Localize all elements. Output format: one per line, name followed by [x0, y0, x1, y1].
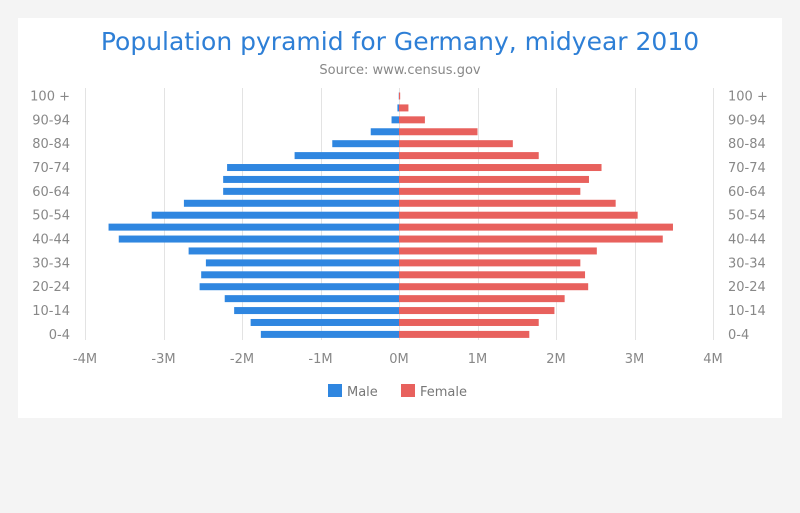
bar-male-0-4: [260, 330, 399, 338]
bar-male-80-84: [332, 140, 399, 148]
y-axis-labels-right: 100 + 90-94 80-84 70-74 60-64 50-54 40-44 30-34…: [728, 90, 768, 343]
bar-female-40-44: [399, 235, 663, 243]
bar-female-10-14: [399, 307, 555, 315]
bar-male-15-19: [224, 295, 399, 303]
bar-female-0-4: [399, 330, 530, 338]
y-label-left-60-64: 60-64: [32, 185, 70, 200]
legend: Male Female: [328, 384, 467, 400]
bar-female-90-94: [399, 116, 425, 124]
y-label-left-40-44: 40-44: [32, 233, 70, 248]
bar-female-75-79: [399, 152, 539, 160]
bar-female-70-74: [399, 164, 602, 172]
y-label-right-10-14: 10-14: [728, 304, 766, 319]
bar-female-20-24: [399, 283, 589, 291]
y-label-right-20-24: 20-24: [728, 280, 766, 295]
x-tick-label-3m: 3M: [625, 352, 645, 367]
bar-male-20-24: [199, 283, 399, 291]
bar-female-45-49: [399, 223, 673, 231]
bar-male-55-59: [183, 199, 399, 207]
bar-female-100: [399, 92, 401, 100]
bar-female-25-29: [399, 271, 586, 279]
y-label-right-40-44: 40-44: [728, 233, 766, 248]
y-label-right-70-74: 70-74: [728, 161, 766, 176]
x-tick-label-1m: 1M: [468, 352, 488, 367]
y-label-left-70-74: 70-74: [32, 161, 70, 176]
bar-female-60-64: [399, 187, 581, 195]
bar-male-65-69: [223, 175, 399, 183]
y-label-left-10-14: 10-14: [32, 304, 70, 319]
bar-male-90-94: [391, 116, 399, 124]
bar-male-45-49: [108, 223, 400, 231]
chart-subtitle: Source: www.census.gov: [319, 63, 481, 78]
bars: [108, 92, 673, 338]
x-tick-label-4m: 4M: [703, 352, 723, 367]
bar-female-35-39: [399, 247, 597, 255]
y-label-right-90-94: 90-94: [728, 113, 766, 128]
x-tick-label-3m: -3M: [151, 352, 175, 367]
bar-female-30-34: [399, 259, 581, 267]
bar-male-85-89: [370, 128, 399, 136]
bar-male-5-9: [250, 318, 399, 326]
y-label-left-90-94: 90-94: [32, 113, 70, 128]
x-axis-labels: -4M -3M -2M -1M 0M 1M 2M 3M 4M: [73, 352, 723, 367]
bar-male-30-34: [205, 259, 399, 267]
bar-male-25-29: [201, 271, 399, 279]
bar-female-85-89: [399, 128, 478, 136]
chart-card: Population pyramid for Germany, midyear …: [18, 18, 782, 418]
x-tick-label-2m: 2M: [546, 352, 566, 367]
legend-label-female: Female: [420, 385, 467, 400]
bar-female-5-9: [399, 318, 539, 326]
y-label-left-20-24: 20-24: [32, 280, 70, 295]
x-tick-label-2m: -2M: [230, 352, 254, 367]
population-pyramid-chart: Population pyramid for Germany, midyear …: [30, 27, 768, 400]
y-axis-labels-left: 100 + 90-94 80-84 70-74 60-64 50-54 40-44 30-34…: [30, 90, 70, 343]
bar-male-35-39: [188, 247, 399, 255]
y-label-left-100: 100 +: [30, 90, 70, 105]
x-tick-label-1m: -1M: [308, 352, 332, 367]
bar-female-55-59: [399, 199, 616, 207]
bar-male-95-99: [397, 104, 399, 112]
bar-male-40-44: [118, 235, 399, 243]
bar-male-10-14: [234, 307, 399, 315]
y-label-left-30-34: 30-34: [32, 256, 70, 271]
y-label-left-80-84: 80-84: [32, 137, 70, 152]
bar-female-15-19: [399, 295, 565, 303]
x-tick-label-4m: -4M: [73, 352, 97, 367]
y-label-left-50-54: 50-54: [32, 209, 70, 224]
y-label-right-80-84: 80-84: [728, 137, 766, 152]
legend-label-male: Male: [347, 385, 378, 400]
bar-female-80-84: [399, 140, 513, 148]
x-tick-label-0m: 0M: [389, 352, 409, 367]
bar-male-50-54: [151, 211, 399, 219]
bar-male-75-79: [294, 152, 399, 160]
y-label-right-60-64: 60-64: [728, 185, 766, 200]
bar-female-50-54: [399, 211, 638, 219]
y-label-right-0-4: 0-4: [728, 328, 749, 343]
legend-swatch-male: [328, 384, 342, 397]
y-label-right-50-54: 50-54: [728, 209, 766, 224]
bar-male-60-64: [223, 187, 399, 195]
y-label-left-0-4: 0-4: [49, 328, 70, 343]
y-label-right-100: 100 +: [728, 90, 768, 105]
chart-title: Population pyramid for Germany, midyear …: [101, 27, 699, 56]
bar-male-70-74: [227, 164, 399, 172]
bar-female-95-99: [399, 104, 409, 112]
bar-female-65-69: [399, 175, 589, 183]
y-label-right-30-34: 30-34: [728, 256, 766, 271]
legend-swatch-female: [401, 384, 415, 397]
